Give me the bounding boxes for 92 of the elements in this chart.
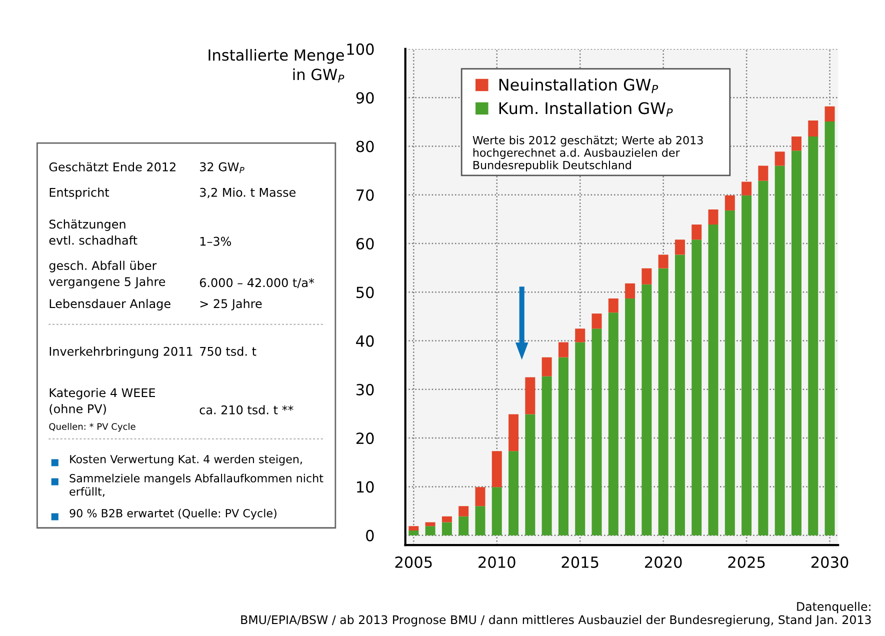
- bar: [575, 342, 586, 536]
- bar: [642, 284, 652, 536]
- bar: [542, 357, 552, 376]
- text: Inverkehrbringung 2011: [50, 346, 192, 358]
- x-tick-label: 2025: [728, 556, 765, 568]
- bar: [475, 487, 486, 506]
- x-tick-label: 2010: [478, 556, 516, 568]
- bar: [674, 254, 685, 536]
- x-tick-label: 2005: [395, 556, 432, 568]
- bar: [408, 526, 419, 530]
- bar: [425, 526, 436, 536]
- bar: [492, 451, 502, 488]
- annotation: Werte bis 2012 geschätzt; Werte ab 2013 hochgerechnet a.d. Ausbauzielen der Bundesrepublik Deutschland: [472, 136, 703, 172]
- source-note: Quellen: * PV Cycle: [49, 422, 136, 432]
- bar: [724, 195, 735, 210]
- y-axis-title: Installierte Menge in GW$_{P}$: [208, 48, 344, 83]
- bar: [625, 298, 636, 536]
- bar: [658, 268, 668, 536]
- bar: [658, 254, 668, 268]
- bar: [558, 357, 568, 536]
- bar: [824, 121, 835, 536]
- bar: [558, 342, 568, 358]
- bar: [608, 298, 618, 313]
- bar: [808, 120, 818, 137]
- bar: [742, 182, 752, 196]
- y-tick-label: 30: [356, 384, 374, 396]
- y-tick-label: 10: [357, 481, 374, 493]
- text: Lebensdauer Anlage: [50, 298, 170, 310]
- bar: [791, 150, 802, 536]
- bar: [425, 522, 436, 526]
- bar: [442, 522, 452, 536]
- bar: [525, 414, 536, 536]
- y-tick-label: 60: [356, 238, 374, 250]
- text: Datenquelle: BMU/EPIA/BSW / ab 2013 Prognose BMU / dann mittleres Ausbauziel der Bundesregierung, Stand Jan. 2013: [241, 602, 871, 626]
- bar: [808, 136, 818, 536]
- legend-label: Neuinstallation GW$_{P}$: [499, 78, 658, 94]
- bar: [442, 516, 452, 522]
- bar: [525, 377, 536, 414]
- y-tick-label: 50: [356, 286, 374, 298]
- text: Sammelziele mangels Abfallaufkommen nicht erfüllt,: [70, 474, 324, 497]
- text: Geschätzt Ende 2012: [49, 162, 176, 172]
- legend-label: Kum. Installation GW$_{P}$: [499, 102, 673, 117]
- bar: [508, 414, 519, 452]
- bar: [742, 195, 752, 536]
- bar: [791, 136, 802, 151]
- y-tick-label: 0: [366, 530, 374, 542]
- bar: [542, 376, 552, 536]
- bar: [458, 506, 469, 516]
- bar: [674, 240, 685, 255]
- bar: [758, 166, 768, 181]
- text: Kosten Verwertung Kat. 4 werden steigen,: [70, 454, 302, 466]
- text: ca. 210 tsd. t **: [200, 405, 294, 414]
- bar: [592, 314, 602, 329]
- y-tick-label: 20: [356, 432, 374, 444]
- bar: [475, 506, 486, 536]
- text: 3,2 Mio. t Masse: [200, 188, 296, 198]
- text: Kategorie 4 WEEE (ohne PV): [50, 388, 155, 415]
- text: Entspricht: [50, 188, 110, 200]
- text: Schätzungen evtl. schadhaft: [49, 219, 138, 245]
- text: 32 GW$_{P}$: [200, 162, 244, 174]
- text: > 25 Jahre: [200, 298, 262, 310]
- y-tick-label: 80: [356, 140, 374, 152]
- text: gesch. Abfall über vergangene 5 Jahre: [49, 260, 166, 288]
- text: 6.000 – 42.000 t/a*: [200, 278, 314, 288]
- bar: [758, 180, 768, 536]
- bar: [708, 209, 718, 225]
- text: 750 tsd. t: [200, 346, 256, 356]
- bar: [692, 240, 702, 536]
- bar: [608, 312, 618, 536]
- bar: [708, 224, 718, 536]
- y-tick-label: 90: [356, 92, 374, 104]
- bar: [458, 516, 469, 536]
- x-tick-label: 2020: [645, 556, 682, 568]
- x-tick-label: 2015: [562, 556, 598, 568]
- bar: [642, 268, 652, 284]
- bar: [625, 283, 636, 298]
- text: 90 % B2B erwartet (Quelle: PV Cycle): [70, 508, 276, 520]
- bar: [508, 451, 519, 536]
- y-tick-label: 70: [356, 189, 374, 201]
- text: 1–3%: [200, 236, 231, 246]
- bar: [492, 487, 502, 536]
- bar: [408, 530, 419, 536]
- bar: [724, 210, 735, 536]
- bar: [592, 328, 602, 536]
- y-tick-label: 100: [347, 43, 374, 55]
- bar: [692, 224, 702, 240]
- bar: [575, 328, 586, 342]
- bar: [824, 106, 835, 122]
- bar: [774, 152, 785, 166]
- x-tick-label: 2030: [811, 556, 848, 568]
- bar: [774, 166, 785, 536]
- y-tick-label: 40: [356, 335, 374, 347]
